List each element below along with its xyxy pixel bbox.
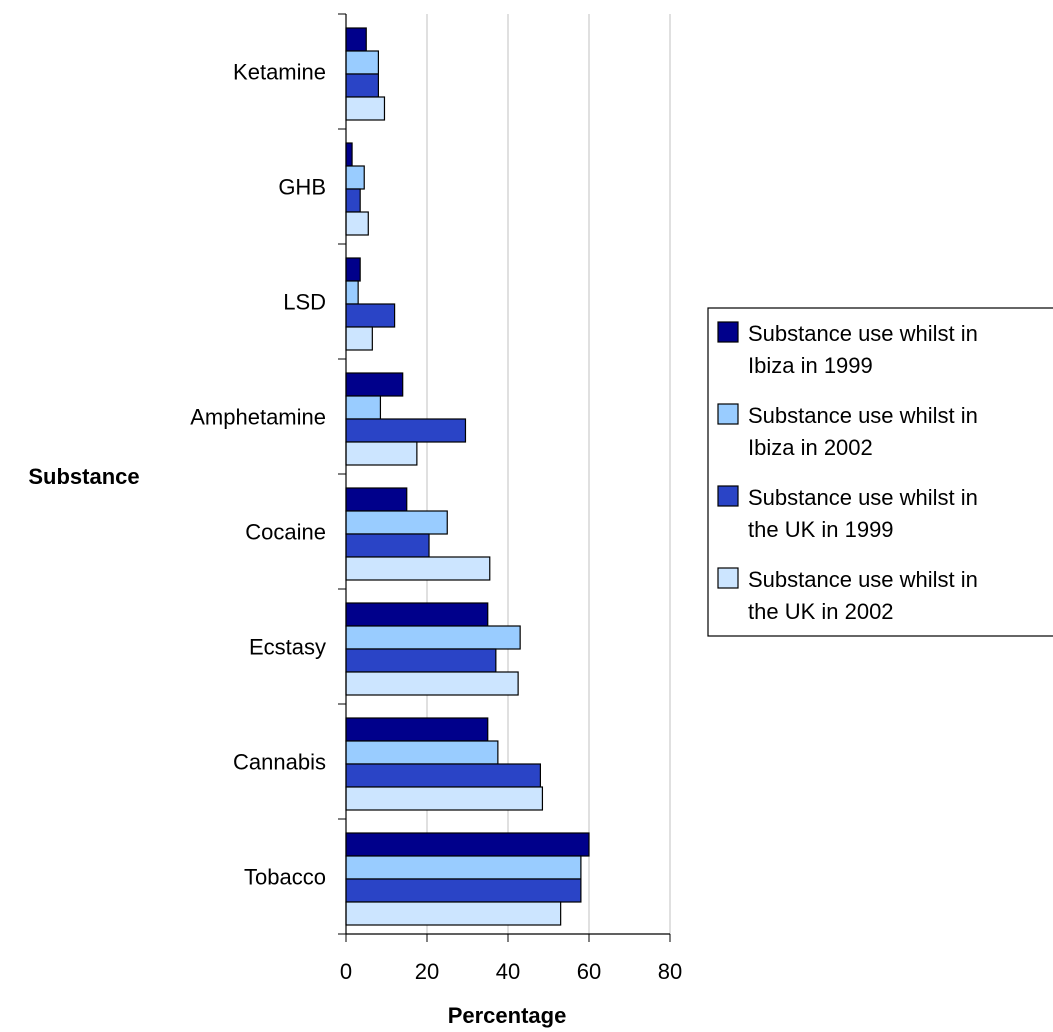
bar-ecstasy-series-3 (345, 648, 497, 673)
bar-amphetamine-series-3 (345, 418, 467, 443)
bar-lsd-series-4 (345, 326, 373, 351)
bar-tobacco-series-4 (345, 901, 562, 926)
bars (345, 27, 590, 926)
bar-cocaine-series-2 (345, 510, 448, 535)
bar-lsd-series-1 (345, 257, 361, 282)
x-tick-label: 20 (415, 959, 439, 984)
bar-amphetamine-series-4 (345, 441, 418, 466)
legend-label: Substance use whilst in (748, 567, 978, 592)
bar-ghb-series-4 (345, 211, 369, 236)
bar-tobacco-series-2 (345, 855, 582, 880)
legend-label: Substance use whilst in (748, 485, 978, 510)
y-tick-label: Ketamine (233, 60, 326, 85)
bar-cannabis-series-1 (345, 717, 489, 742)
bar-cocaine-series-1 (345, 487, 408, 512)
x-tick-label: 80 (658, 959, 682, 984)
x-tick-label: 40 (496, 959, 520, 984)
bar-cocaine-series-3 (345, 533, 430, 558)
bar-ecstasy-series-1 (345, 602, 489, 627)
legend-label: the UK in 2002 (748, 599, 894, 624)
x-axis-title: Percentage (448, 1003, 567, 1028)
bar-lsd-series-3 (345, 303, 396, 328)
y-tick-label: Tobacco (244, 865, 326, 890)
legend-label: Ibiza in 2002 (748, 435, 873, 460)
bar-ecstasy-series-2 (345, 625, 521, 650)
legend-swatch (717, 403, 739, 425)
bar-ghb-series-1 (345, 142, 353, 167)
y-tick-label: GHB (278, 175, 326, 200)
bar-tobacco-series-3 (345, 878, 582, 903)
bar-ketamine-series-2 (345, 50, 380, 75)
bar-amphetamine-series-2 (345, 395, 382, 420)
legend-swatch (717, 567, 739, 589)
bar-amphetamine-series-1 (345, 372, 404, 397)
legend-swatch (717, 321, 739, 343)
y-tick-label: Cocaine (245, 520, 326, 545)
bar-ghb-series-2 (345, 165, 365, 190)
tick-labels: 0 20 40 60 80 Ketamine GHB LSD Amphetamine Cocain… (190, 60, 682, 985)
legend: Substance use whilst in Ibiza in 1999 Subs… (707, 307, 1053, 637)
legend-box (707, 307, 1053, 637)
bar-cannabis-series-4 (345, 786, 544, 811)
x-tick-label: 60 (577, 959, 601, 984)
legend-label: Substance use whilst in (748, 403, 978, 428)
bar-lsd-series-2 (345, 280, 359, 305)
y-tick-label: Ecstasy (249, 635, 326, 660)
legend-swatch (717, 485, 739, 507)
bar-ghb-series-3 (345, 188, 361, 213)
legend-label: Ibiza in 1999 (748, 353, 873, 378)
legend-label: the UK in 1999 (748, 517, 894, 542)
bar-ketamine-series-1 (345, 27, 367, 52)
bar-ketamine-series-4 (345, 96, 386, 121)
axes (338, 13, 671, 942)
bar-cannabis-series-3 (345, 763, 541, 788)
y-axis-title: Substance (28, 464, 139, 489)
bar-ecstasy-series-4 (345, 671, 519, 696)
legend-label: Substance use whilst in (748, 321, 978, 346)
y-tick-label: LSD (283, 290, 326, 315)
x-tick-label: 0 (340, 959, 352, 984)
y-tick-label: Cannabis (233, 750, 326, 775)
bar-ketamine-series-3 (345, 73, 380, 98)
bar-cannabis-series-2 (345, 740, 499, 765)
bar-tobacco-series-1 (345, 832, 590, 857)
bar-cocaine-series-4 (345, 556, 491, 581)
y-tick-label: Amphetamine (190, 405, 326, 430)
